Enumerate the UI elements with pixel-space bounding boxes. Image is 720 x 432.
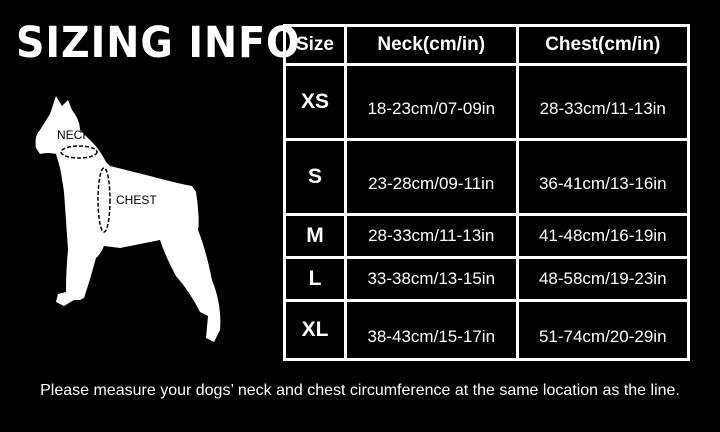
neck-label: NECK: [57, 128, 90, 142]
neck-cell: 18-23cm/07-09in: [344, 63, 519, 141]
table-header-row: Size Neck(cm/in) Chest(cm/in): [283, 24, 690, 66]
neck-cell: 28-33cm/11-13in: [344, 212, 519, 260]
table-row: L 33-38cm/13-15in 48-58cm/19-23in: [283, 256, 690, 303]
neck-cell: 23-28cm/09-11in: [344, 138, 519, 216]
table-row: XS 18-23cm/07-09in 28-33cm/11-13in: [283, 63, 690, 141]
neck-cell: 33-38cm/13-15in: [344, 256, 519, 303]
table-row: XL 38-43cm/15-17in 51-74cm/20-29in: [283, 299, 690, 361]
page-title: SIZING INFO: [16, 18, 301, 68]
dog-silhouette: [35, 96, 221, 342]
chest-measure-line: [97, 167, 111, 233]
sizing-table: Size Neck(cm/in) Chest(cm/in) XS 18-23cm…: [283, 24, 690, 361]
header-chest: Chest(cm/in): [515, 24, 690, 66]
chest-cell: 51-74cm/20-29in: [515, 299, 690, 361]
table-row: M 28-33cm/11-13in 41-48cm/16-19in: [283, 212, 690, 260]
measurement-note: Please measure your dogs’ neck and chest…: [40, 382, 680, 399]
chest-cell: 48-58cm/19-23in: [515, 256, 690, 303]
dog-silhouette-diagram: NECK CHEST: [35, 96, 221, 342]
table-row: S 23-28cm/09-11in 36-41cm/13-16in: [283, 138, 690, 216]
chest-cell: 41-48cm/16-19in: [515, 212, 690, 260]
chest-label: CHEST: [116, 193, 157, 207]
chest-cell: 28-33cm/11-13in: [515, 63, 690, 141]
size-cell: S: [283, 138, 347, 216]
size-cell: M: [283, 212, 347, 260]
header-neck: Neck(cm/in): [344, 24, 519, 66]
size-cell: XL: [283, 299, 347, 361]
neck-measure-line: [60, 145, 98, 159]
size-cell: XS: [283, 63, 347, 141]
chest-cell: 36-41cm/13-16in: [515, 138, 690, 216]
size-cell: L: [283, 256, 347, 303]
neck-cell: 38-43cm/15-17in: [344, 299, 519, 361]
header-size: Size: [283, 24, 347, 66]
